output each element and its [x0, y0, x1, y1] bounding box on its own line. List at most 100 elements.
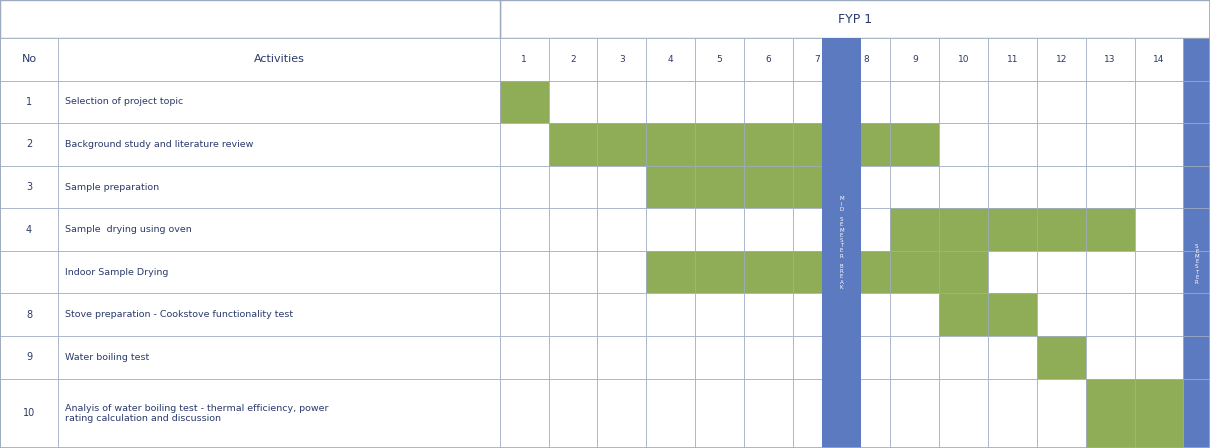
Text: 6: 6 — [766, 55, 771, 64]
Bar — [989, 379, 1037, 448]
Bar — [1183, 379, 1210, 448]
Bar — [744, 293, 793, 336]
Bar — [793, 38, 842, 81]
Bar — [500, 123, 548, 166]
Bar — [1085, 81, 1135, 123]
Bar — [0, 38, 58, 81]
Bar — [646, 379, 695, 448]
Bar — [1037, 379, 1085, 448]
Text: 10: 10 — [958, 55, 969, 64]
Bar — [1085, 38, 1135, 81]
Bar — [500, 208, 548, 251]
Text: Indoor Sample Drying: Indoor Sample Drying — [65, 267, 168, 277]
Bar — [793, 81, 842, 123]
Text: 13: 13 — [1105, 55, 1116, 64]
Bar — [1085, 379, 1135, 448]
Bar — [744, 166, 793, 208]
Bar — [58, 336, 500, 379]
Bar — [1135, 81, 1183, 123]
Bar — [0, 81, 58, 123]
Bar — [989, 251, 1037, 293]
Bar — [0, 251, 58, 293]
Bar — [500, 293, 548, 336]
Bar — [1183, 81, 1210, 123]
Bar — [939, 123, 989, 166]
Bar — [822, 38, 862, 448]
Bar — [1135, 379, 1183, 448]
Bar — [500, 166, 548, 208]
Bar — [939, 38, 989, 81]
Bar — [548, 81, 598, 123]
Bar — [695, 166, 744, 208]
Bar — [793, 293, 842, 336]
Bar — [646, 81, 695, 123]
Text: 9: 9 — [912, 55, 917, 64]
Bar — [1037, 123, 1085, 166]
Bar — [1183, 166, 1210, 208]
Bar — [744, 208, 793, 251]
Bar — [842, 208, 891, 251]
Bar — [548, 379, 598, 448]
Bar — [58, 166, 500, 208]
Text: Activities: Activities — [253, 54, 305, 65]
Bar — [989, 81, 1037, 123]
Bar — [793, 379, 842, 448]
Bar — [598, 166, 646, 208]
Bar — [793, 336, 842, 379]
Bar — [1037, 38, 1085, 81]
Bar — [989, 123, 1037, 166]
Text: 8: 8 — [25, 310, 33, 320]
Bar — [793, 166, 842, 208]
Bar — [842, 293, 891, 336]
Bar — [891, 166, 939, 208]
Bar — [939, 336, 989, 379]
Bar — [939, 208, 989, 251]
Bar — [1135, 166, 1183, 208]
Text: Background study and literature review: Background study and literature review — [65, 140, 254, 149]
Text: 8: 8 — [863, 55, 869, 64]
Bar — [1037, 293, 1085, 336]
Bar — [548, 166, 598, 208]
Bar — [744, 123, 793, 166]
Bar — [0, 0, 500, 38]
Bar — [1085, 251, 1135, 293]
Bar — [939, 251, 989, 293]
Bar — [58, 38, 500, 81]
Bar — [989, 293, 1037, 336]
Bar — [695, 208, 744, 251]
Bar — [646, 251, 695, 293]
Text: Analyis of water boiling test - thermal efficiency, power
rating calculation and: Analyis of water boiling test - thermal … — [65, 404, 329, 423]
Bar — [842, 336, 891, 379]
Bar — [58, 81, 500, 123]
Bar — [939, 293, 989, 336]
Bar — [0, 379, 58, 448]
Text: 2: 2 — [570, 55, 576, 64]
Bar — [58, 293, 500, 336]
Bar — [646, 38, 695, 81]
Bar — [500, 81, 548, 123]
Bar — [939, 81, 989, 123]
Bar — [842, 379, 891, 448]
Bar — [891, 379, 939, 448]
Bar — [1183, 336, 1210, 379]
Bar — [1037, 166, 1085, 208]
Bar — [1037, 336, 1085, 379]
Bar — [548, 38, 598, 81]
Bar — [1085, 336, 1135, 379]
Bar — [58, 208, 500, 251]
Bar — [598, 123, 646, 166]
Text: 14: 14 — [1153, 55, 1165, 64]
Bar — [842, 166, 891, 208]
Bar — [1183, 251, 1210, 293]
Bar — [793, 123, 842, 166]
Bar — [891, 123, 939, 166]
Text: S
E
M
E
S
T
E
R: S E M E S T E R — [1194, 244, 1199, 285]
Bar — [695, 336, 744, 379]
Bar — [1183, 293, 1210, 336]
Text: Sample preparation: Sample preparation — [65, 182, 160, 192]
Text: 3: 3 — [25, 182, 33, 192]
Text: 4: 4 — [25, 224, 33, 235]
Bar — [646, 123, 695, 166]
Bar — [695, 251, 744, 293]
Bar — [1135, 336, 1183, 379]
